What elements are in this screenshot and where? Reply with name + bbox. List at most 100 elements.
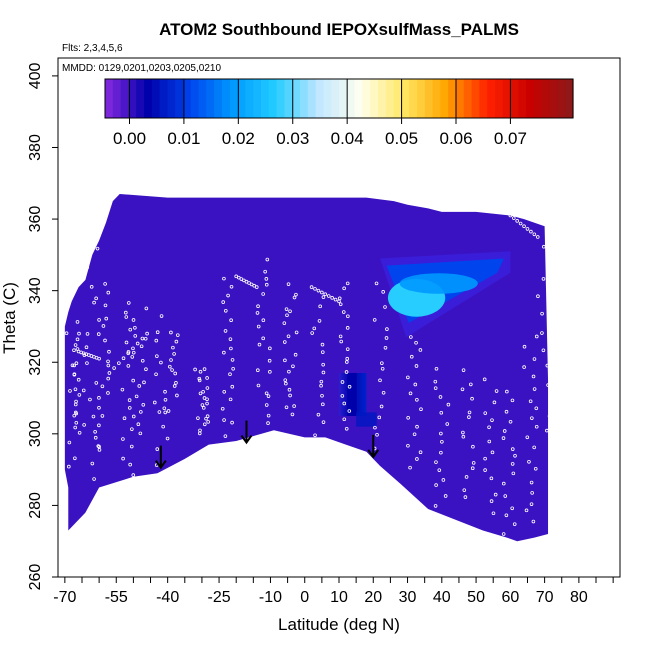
sample-point: [490, 418, 494, 422]
sample-point: [223, 434, 228, 438]
sample-point: [81, 388, 86, 393]
colorbar-cell: [198, 79, 207, 118]
x-tick-label: -70: [53, 589, 76, 606]
sample-point: [163, 389, 167, 394]
sample-point: [293, 352, 298, 357]
sample-point: [77, 430, 82, 435]
sample-point: [501, 481, 506, 486]
sample-point: [461, 430, 465, 435]
colorbar-cell: [346, 79, 356, 118]
sample-point: [92, 477, 96, 481]
sample-point: [446, 402, 451, 407]
sample-point: [288, 309, 292, 314]
sample-point: [547, 414, 552, 418]
sample-point: [510, 447, 515, 451]
sample-point: [131, 414, 136, 419]
sample-point: [107, 371, 112, 375]
sample-point: [492, 400, 497, 405]
colorbar-tick-label: 0.03: [276, 129, 309, 148]
sample-point: [92, 300, 96, 305]
sample-point: [546, 383, 550, 387]
sample-point: [198, 369, 203, 374]
sample-point: [106, 359, 110, 364]
overlay-layer: [64, 213, 553, 536]
sample-point: [202, 367, 207, 371]
colorbar-cell: [331, 79, 340, 118]
sample-point: [67, 440, 72, 445]
sample-point: [320, 342, 325, 347]
sample-point: [197, 378, 202, 383]
x-axis: -70 -55 -40 -25 -10 0 10 20 30 40 50 60 70 80: [53, 577, 614, 606]
colorbar-tick-label: 0.04: [331, 129, 364, 148]
sample-point: [530, 416, 534, 420]
sample-point: [347, 409, 352, 413]
sample-point: [286, 282, 291, 286]
sample-point: [95, 494, 100, 499]
sample-point: [130, 355, 135, 359]
sample-point: [437, 468, 442, 472]
sample-point: [93, 435, 98, 440]
x-tick-label: 30: [399, 589, 417, 606]
sample-point: [511, 471, 516, 476]
sample-point: [341, 310, 346, 314]
sample-point: [338, 302, 343, 307]
sample-point: [464, 475, 469, 479]
arrow-head: [240, 434, 253, 445]
sample-point: [345, 281, 350, 286]
colorbar-cell: [261, 79, 270, 118]
x-tick-label: 70: [536, 589, 554, 606]
sample-point: [144, 367, 148, 371]
sample-point: [73, 402, 78, 407]
sample-point: [84, 345, 89, 350]
sample-point: [205, 414, 210, 419]
sample-point: [120, 387, 125, 392]
sample-point: [229, 284, 234, 289]
sample-point: [529, 229, 533, 234]
sample-point: [100, 414, 105, 418]
sample-point: [202, 422, 207, 427]
colorbar-cell: [401, 79, 410, 118]
colorbar-cell: [284, 79, 293, 118]
sample-point: [173, 371, 178, 376]
sample-point: [445, 422, 450, 426]
sample-point: [175, 333, 180, 337]
sample-point: [169, 358, 173, 362]
sample-point: [283, 378, 288, 382]
colorbar-frame: [104, 78, 574, 119]
sample-point: [131, 318, 136, 322]
sample-point: [433, 386, 438, 390]
sample-point: [470, 396, 474, 401]
sample-point: [434, 483, 438, 487]
sample-point: [542, 244, 546, 249]
sample-point: [101, 324, 106, 328]
plume-streak: [399, 273, 478, 294]
sample-point: [82, 423, 86, 427]
sample-point: [471, 461, 476, 465]
sample-point: [320, 350, 325, 354]
sample-point: [467, 410, 472, 415]
sample-point: [522, 365, 526, 369]
sample-point: [140, 336, 145, 341]
sample-point: [205, 401, 209, 406]
sample-point: [527, 460, 531, 464]
colorbar-cell: [128, 79, 137, 118]
sample-point: [72, 363, 77, 368]
sample-point: [256, 383, 261, 388]
sample-point: [287, 369, 291, 374]
colorbar-cell: [409, 79, 418, 118]
dates-label: MMDD: 0129,0201,0203,0205,0210: [62, 63, 221, 74]
sample-point: [534, 334, 539, 339]
sample-point: [439, 410, 444, 415]
sample-point: [312, 326, 317, 331]
sample-point: [170, 368, 174, 372]
sample-point: [73, 343, 78, 347]
sample-point: [534, 424, 539, 429]
sample-point: [226, 293, 230, 298]
y-tick-label: 340: [27, 277, 44, 304]
colorbar-cell: [339, 79, 348, 118]
sample-point: [134, 394, 139, 399]
arrow-head: [367, 449, 380, 459]
colorbar-cell: [424, 79, 434, 118]
colorbar-cell: [448, 79, 457, 118]
